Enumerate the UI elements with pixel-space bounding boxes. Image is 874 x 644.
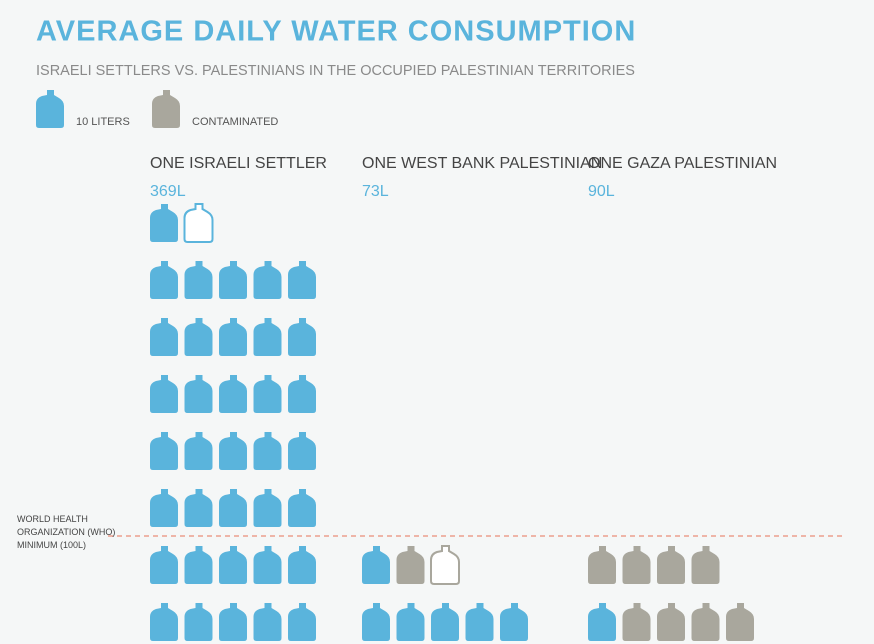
jug-icon [657,546,685,584]
jug-icon [219,489,247,527]
jug-icon [150,489,178,527]
jug-icon [362,603,390,641]
jug-icon [150,318,178,356]
jug-icon [219,261,247,299]
jug-icon [288,375,316,413]
jug-icon [184,375,213,413]
jug-icon [253,546,282,584]
legend-icon [36,90,64,128]
jug-icon [150,375,178,413]
total-label: 369L [150,183,186,200]
jug-icon [657,603,685,641]
threshold-label: WORLD HEALTH ORGANIZATION (WHO) MINIMUM (1… [17,514,115,550]
jug-icon [184,261,213,299]
legend-label: 10 LITERS [76,116,130,128]
jug-icon [183,203,214,243]
total-label: 90L [588,183,615,200]
jug-icon [184,432,213,470]
jug-icon [622,546,651,584]
jug-icon [184,318,213,356]
jug-icon [219,603,247,641]
chart-subtitle: ISRAELI SETTLERS VS. PALESTINIANS IN THE… [36,63,635,79]
jug-icon [150,432,178,470]
jug-icon [219,318,247,356]
jug-icon [253,603,282,641]
jug-icon [184,603,213,641]
jug-icon [150,546,178,584]
jug-icon [288,318,316,356]
jug-icon [588,546,616,584]
jug-icon [691,603,720,641]
jug-icon [465,603,494,641]
jug-icon [253,489,282,527]
jug-icon [288,432,316,470]
jug-icon [150,603,178,641]
jug-icon [588,603,616,641]
jug-icon [253,261,282,299]
jug-icon [288,603,316,641]
legend-icon [152,90,180,128]
jug-icon [726,603,754,641]
legend-label: CONTAMINATED [192,116,278,128]
jug-icon [396,546,425,584]
jug-icon [288,489,316,527]
jug-icon [431,603,459,641]
jug-icon [150,204,178,242]
jug-icon [219,375,247,413]
jug-icon [622,603,651,641]
jug-icon [253,375,282,413]
total-label: 73L [362,183,389,200]
category-label: ONE WEST BANK PALESTINIAN [362,155,602,172]
jug-icon [362,546,390,584]
jug-icon [150,261,178,299]
category-label: ONE ISRAELI SETTLER [150,155,327,172]
jug-icon [219,546,247,584]
jug-icon [288,546,316,584]
category-label: ONE GAZA PALESTINIAN [588,155,777,172]
jug-icon [691,546,720,584]
jug-icon [184,489,213,527]
chart-title: AVERAGE DAILY WATER CONSUMPTION [36,16,636,48]
jug-icon [430,545,460,585]
jug-icon [253,318,282,356]
jug-icon [500,603,528,641]
jug-icon [288,261,316,299]
jug-icon [184,546,213,584]
jug-icon [396,603,425,641]
jug-icon [253,432,282,470]
jug-icon [219,432,247,470]
